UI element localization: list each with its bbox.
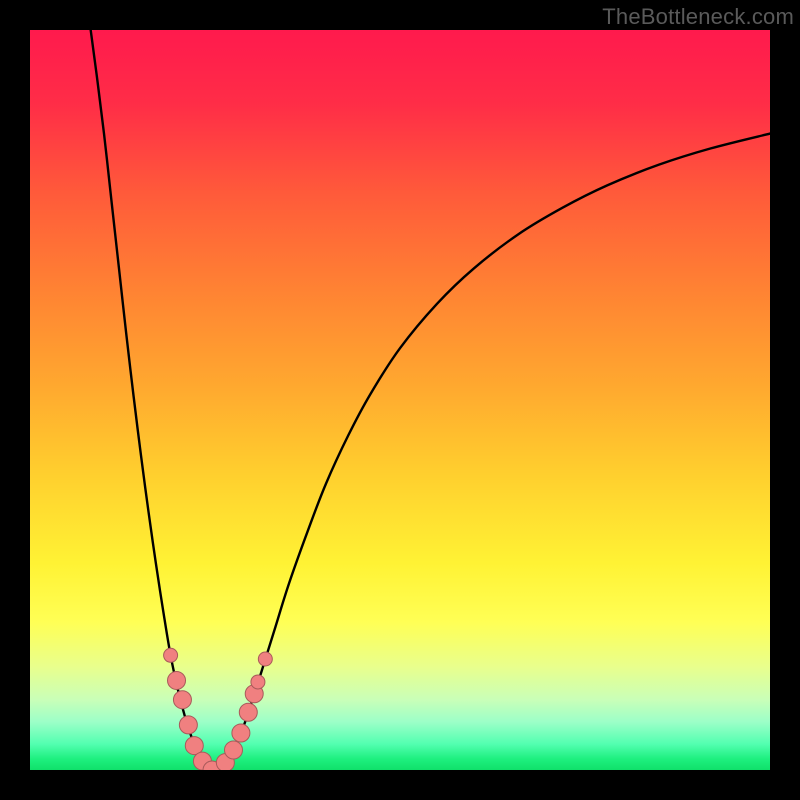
marker-right-5 [251,675,265,689]
marker-right-2 [232,724,250,742]
curve-right [212,134,770,770]
marker-right-3 [239,703,257,721]
marker-left-3 [179,716,197,734]
marker-right-1 [225,741,243,759]
marker-left-2 [173,691,191,709]
curve-left [91,30,212,770]
marker-left-1 [168,671,186,689]
watermark-text: TheBottleneck.com [602,4,794,30]
marker-left-0 [164,648,178,662]
plot-area [30,30,770,770]
chart-frame: TheBottleneck.com [0,0,800,800]
curves-layer [30,30,770,770]
marker-right-6 [258,652,272,666]
